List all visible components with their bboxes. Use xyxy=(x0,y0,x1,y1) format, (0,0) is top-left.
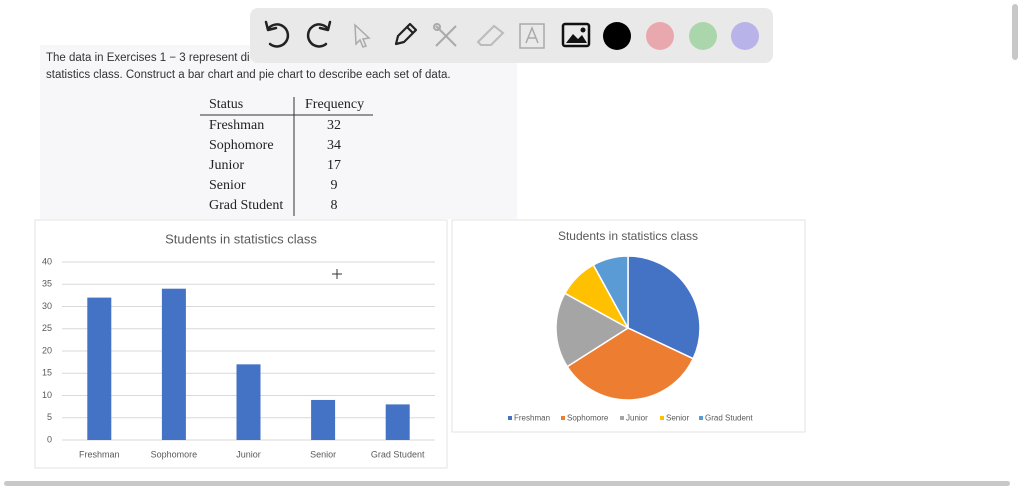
bar xyxy=(311,399,336,440)
table-cell: Grad Student xyxy=(209,198,283,213)
redo-button[interactable] xyxy=(306,20,332,48)
y-tick-label: 40 xyxy=(42,256,52,266)
undo-button[interactable] xyxy=(264,20,290,48)
bar xyxy=(385,404,410,440)
table-cell: Senior xyxy=(209,178,246,193)
table-header: Frequency xyxy=(305,97,364,112)
x-tick-label: Freshman xyxy=(79,449,120,459)
toolbar xyxy=(250,8,773,63)
legend-swatch xyxy=(561,416,565,420)
table: Status Frequency Freshman 32 Sophomore 34 Juni… xyxy=(209,97,364,213)
legend-label: Freshman xyxy=(514,414,550,423)
bar xyxy=(236,364,261,440)
cursor xyxy=(332,269,342,279)
legend-label: Senior xyxy=(666,414,689,423)
color-purple[interactable] xyxy=(731,22,759,50)
y-tick-label: 35 xyxy=(42,279,52,289)
pie-slice xyxy=(592,255,629,329)
legend-label: Sophomore xyxy=(567,414,609,423)
table-cell: Sophomore xyxy=(209,138,274,153)
pie-slice xyxy=(627,255,701,360)
pie-slice xyxy=(555,292,630,368)
problem-text: statistics class. Construct a bar chart … xyxy=(46,69,451,81)
x-tick-label: Senior xyxy=(310,449,336,459)
text-tool[interactable] xyxy=(519,23,545,49)
table-cell: 8 xyxy=(331,198,338,213)
bar-chart: Students in statistics class 0 5 10 15 20 25 30… xyxy=(42,231,435,459)
legend-label: Grad Student xyxy=(705,414,753,423)
x-tick-label: Grad Student xyxy=(371,449,425,459)
select-tool[interactable] xyxy=(354,23,371,48)
legend-swatch xyxy=(620,416,624,420)
color-green[interactable] xyxy=(689,22,717,50)
x-tick-label: Junior xyxy=(236,449,261,459)
table-cell: 17 xyxy=(327,158,341,173)
y-tick-label: 20 xyxy=(42,345,52,355)
pie-chart: Students in statistics class Freshman Soph… xyxy=(508,229,753,423)
y-tick-label: 10 xyxy=(42,390,52,400)
vertical-scrollbar[interactable] xyxy=(1012,4,1018,60)
tools-button[interactable] xyxy=(433,23,457,47)
eraser-tool[interactable] xyxy=(476,24,505,46)
problem-text: The data in Exercises 1 − 3 represent di xyxy=(46,52,250,64)
pie-slice xyxy=(566,327,695,401)
chart-title: Students in statistics class xyxy=(165,231,317,246)
legend-swatch xyxy=(660,416,664,420)
table-cell: 34 xyxy=(327,138,341,153)
pen-tool[interactable] xyxy=(394,22,418,46)
y-tick-label: 15 xyxy=(42,368,52,378)
x-tick-label: Sophomore xyxy=(151,449,198,459)
chart-title: Students in statistics class xyxy=(558,229,698,243)
problem-card xyxy=(40,45,517,219)
color-black[interactable] xyxy=(603,22,631,50)
y-tick-label: 0 xyxy=(47,434,52,444)
image-tool[interactable] xyxy=(561,22,591,48)
bar xyxy=(161,288,186,440)
horizontal-scrollbar[interactable] xyxy=(4,481,1010,486)
table-header: Status xyxy=(209,97,243,112)
y-tick-label: 5 xyxy=(47,412,52,422)
legend-swatch xyxy=(508,416,512,420)
legend-label: Junior xyxy=(626,414,648,423)
legend-swatch xyxy=(699,416,703,420)
table-cell: Freshman xyxy=(209,118,264,133)
table-cell: 32 xyxy=(327,118,341,133)
color-pink[interactable] xyxy=(646,22,674,50)
bar xyxy=(87,297,112,440)
table-cell: 9 xyxy=(331,178,338,193)
y-tick-label: 25 xyxy=(42,323,52,333)
y-tick-label: 30 xyxy=(42,301,52,311)
table-cell: Junior xyxy=(209,158,244,173)
